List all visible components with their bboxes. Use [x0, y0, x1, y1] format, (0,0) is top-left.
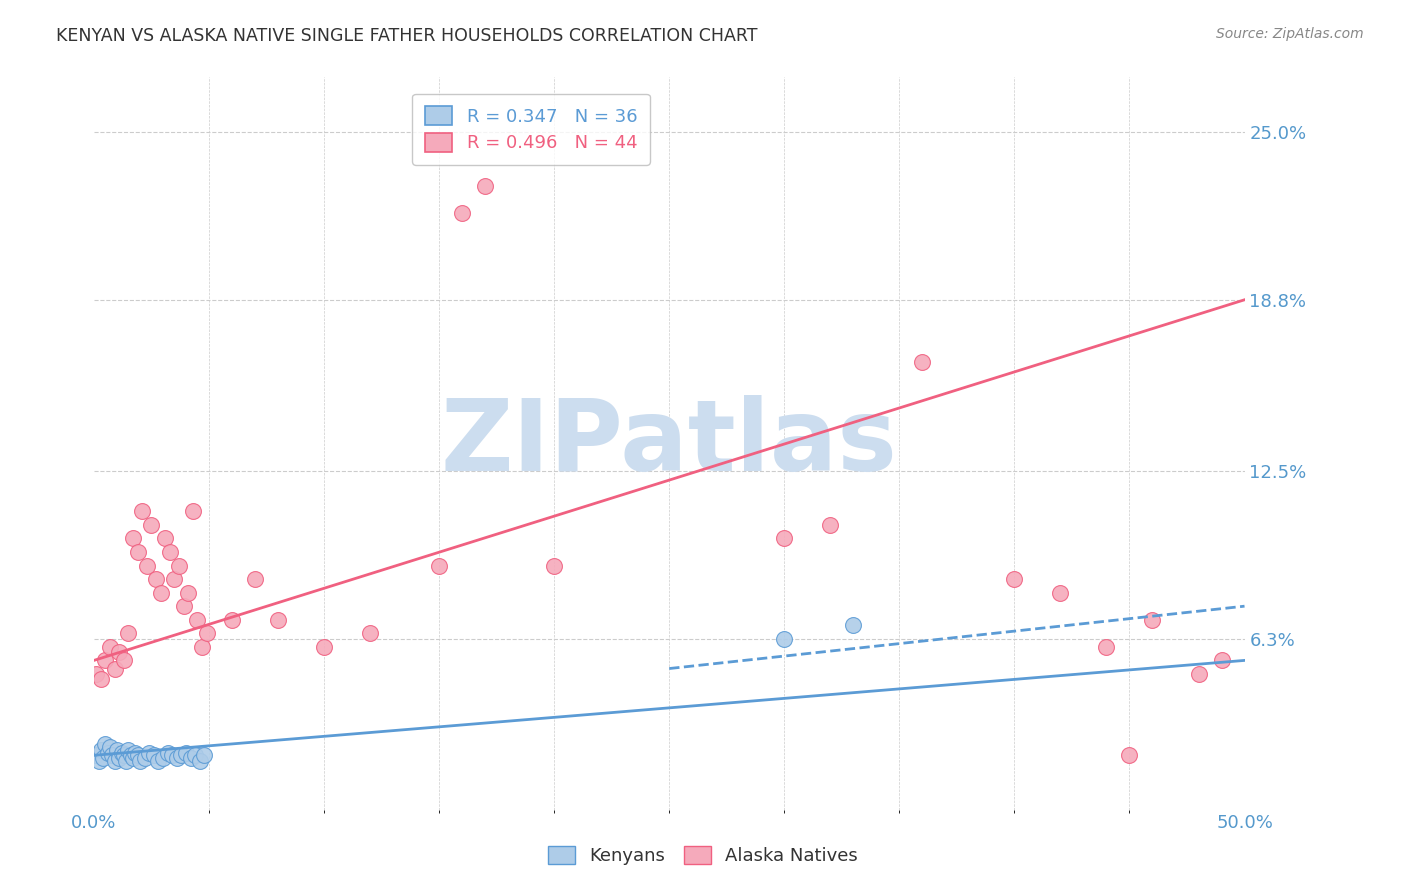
Point	[1211, 653, 1233, 667]
Point	[127, 748, 149, 763]
Point	[104, 754, 127, 768]
Point	[188, 754, 211, 768]
Point	[148, 754, 170, 768]
Point	[359, 626, 381, 640]
Point	[174, 746, 197, 760]
Point	[167, 558, 190, 573]
Point	[108, 645, 131, 659]
Point	[110, 746, 132, 760]
Point	[312, 640, 335, 654]
Point	[474, 178, 496, 193]
Point	[84, 748, 107, 763]
Point	[84, 667, 107, 681]
Point	[91, 751, 114, 765]
Point	[1049, 585, 1071, 599]
Point	[115, 754, 138, 768]
Point	[193, 748, 215, 763]
Point	[820, 517, 842, 532]
Point	[104, 661, 127, 675]
Text: Source: ZipAtlas.com: Source: ZipAtlas.com	[1216, 27, 1364, 41]
Point	[94, 653, 117, 667]
Point	[1142, 613, 1164, 627]
Legend: Kenyans, Alaska Natives: Kenyans, Alaska Natives	[538, 837, 868, 874]
Point	[101, 748, 124, 763]
Point	[184, 748, 207, 763]
Point	[427, 558, 450, 573]
Point	[543, 558, 565, 573]
Point	[911, 355, 934, 369]
Point	[98, 740, 121, 755]
Point	[191, 640, 214, 654]
Point	[773, 632, 796, 646]
Point	[129, 754, 152, 768]
Point	[149, 585, 172, 599]
Point	[117, 626, 139, 640]
Point	[195, 626, 218, 640]
Point	[159, 545, 181, 559]
Point	[177, 585, 200, 599]
Point	[156, 746, 179, 760]
Point	[90, 743, 112, 757]
Point	[173, 599, 195, 614]
Point	[124, 746, 146, 760]
Point	[108, 751, 131, 765]
Point	[117, 743, 139, 757]
Point	[773, 532, 796, 546]
Point	[842, 618, 865, 632]
Point	[87, 754, 110, 768]
Point	[134, 751, 156, 765]
Point	[152, 751, 174, 765]
Point	[186, 613, 208, 627]
Point	[98, 640, 121, 654]
Point	[90, 673, 112, 687]
Point	[181, 504, 204, 518]
Point	[221, 613, 243, 627]
Point	[170, 748, 193, 763]
Point	[267, 613, 290, 627]
Point	[112, 653, 135, 667]
Point	[142, 748, 165, 763]
Point	[135, 558, 157, 573]
Point	[1095, 640, 1118, 654]
Point	[120, 748, 142, 763]
Text: ZIPatlas: ZIPatlas	[441, 395, 897, 492]
Point	[243, 572, 266, 586]
Point	[122, 751, 145, 765]
Point	[122, 532, 145, 546]
Point	[105, 743, 128, 757]
Text: KENYAN VS ALASKA NATIVE SINGLE FATHER HOUSEHOLDS CORRELATION CHART: KENYAN VS ALASKA NATIVE SINGLE FATHER HO…	[56, 27, 758, 45]
Point	[138, 746, 160, 760]
Point	[112, 748, 135, 763]
Point	[451, 206, 474, 220]
Point	[180, 751, 202, 765]
Point	[131, 504, 153, 518]
Point	[127, 545, 149, 559]
Legend: R = 0.347   N = 36, R = 0.496   N = 44: R = 0.347 N = 36, R = 0.496 N = 44	[412, 94, 650, 165]
Point	[1118, 748, 1140, 763]
Point	[145, 572, 167, 586]
Point	[94, 738, 117, 752]
Point	[163, 572, 186, 586]
Point	[141, 517, 163, 532]
Point	[1187, 667, 1209, 681]
Point	[155, 532, 177, 546]
Point	[97, 746, 120, 760]
Point	[160, 748, 183, 763]
Point	[1002, 572, 1025, 586]
Point	[166, 751, 188, 765]
